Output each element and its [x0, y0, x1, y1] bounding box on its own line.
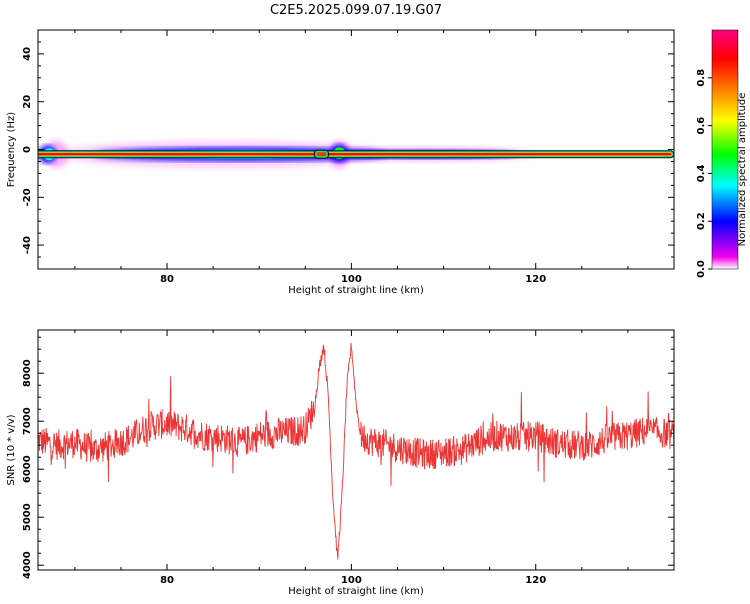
snr-area — [38, 342, 674, 560]
spectrogram-ytick-label: 20 — [22, 95, 33, 109]
colorbar-tick-label: 0.6 — [696, 117, 707, 135]
colorbar-tick-label: 0.0 — [696, 260, 707, 278]
snr-plot: 80 100 120 4000 5000 6000 7000 8000 Height of st… — [6, 329, 675, 597]
snr-ylabel: SNR (10 * v/v) — [6, 414, 17, 485]
spectrogram-ytick-label: 0 — [22, 146, 33, 153]
snr-frame — [37, 329, 675, 571]
colorbar-tick-label: 0.8 — [696, 69, 707, 87]
colorbar-tick-label: 0.4 — [696, 165, 707, 183]
colorbar-gradient — [712, 30, 738, 269]
spectrogram-xtick-label: 100 — [341, 274, 362, 285]
spectrogram-ytick-label: 40 — [22, 47, 33, 61]
spectrogram-plot: 80 100 120 -40 -20 0 20 40 Height of straight li… — [6, 29, 675, 296]
spectrogram-ylabel: Frequency (Hz) — [6, 112, 17, 188]
blob-core — [316, 152, 327, 157]
spectrogram-xlabel: Height of straight line (km) — [288, 285, 424, 296]
snr-ytick-label: 7000 — [22, 407, 33, 435]
snr-xtick-label: 120 — [525, 575, 546, 586]
spectrogram-ytick-label: -20 — [22, 188, 33, 206]
snr-ytick-label: 6000 — [22, 455, 33, 483]
spectrogram-area — [38, 140, 674, 169]
snr-series-line — [38, 342, 674, 560]
snr-xtick-label: 80 — [160, 575, 174, 586]
spectrogram-xtick-label: 120 — [525, 274, 546, 285]
chart-title: C2E5.2025.099.07.19.G07 — [270, 3, 442, 18]
colorbar-frame — [711, 29, 739, 270]
snr-xlabel: Height of straight line (km) — [288, 586, 424, 597]
snr-ytick-label: 5000 — [22, 503, 33, 531]
colorbar: 0.0 0.2 0.4 0.6 0.8 Normalized spectral ampli… — [696, 29, 748, 278]
snr-xtick-label: 100 — [341, 575, 362, 586]
colorbar-label: Normalized spectral amplitude — [737, 93, 748, 247]
colorbar-tick-label: 0.2 — [696, 212, 707, 230]
snr-ytick-label: 8000 — [22, 359, 33, 387]
spectrogram-xtick-label: 80 — [160, 274, 174, 285]
snr-ytick-label: 4000 — [22, 551, 33, 579]
spectrogram-ytick-label: -40 — [22, 236, 33, 254]
